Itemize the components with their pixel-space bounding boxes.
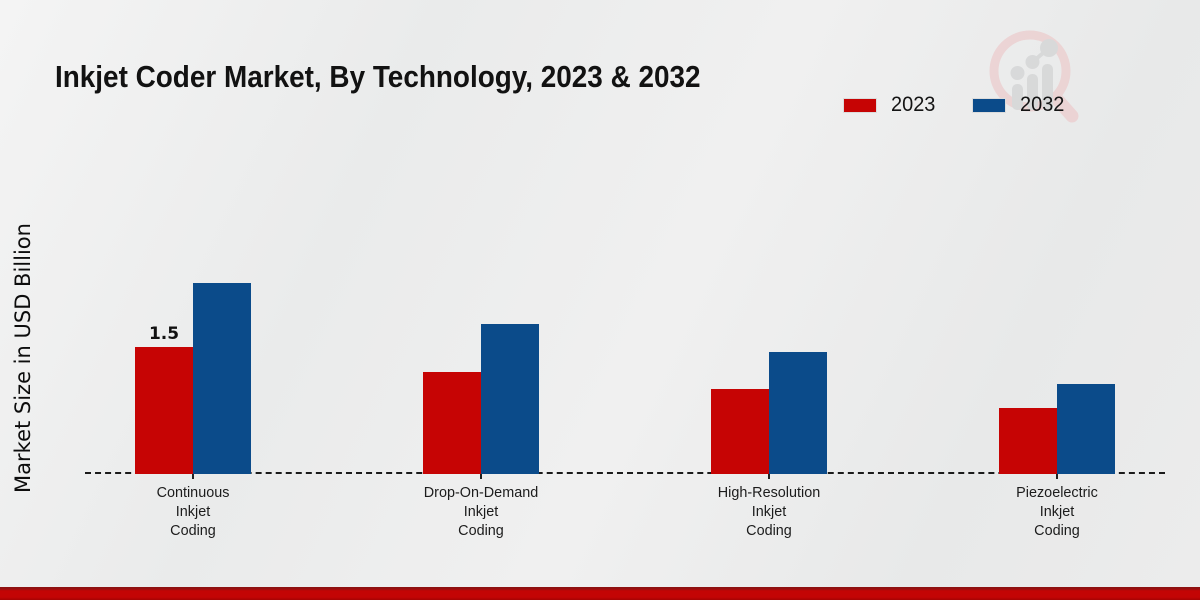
bar-2023 [135,347,193,474]
chart-title: Inkjet Coder Market, By Technology, 2023… [55,58,701,94]
legend-label-2023: 2023 [891,93,936,116]
x-axis-tick [480,474,482,479]
x-axis-tick [192,474,194,479]
legend-item-2023: 2023 [843,93,938,117]
x-axis-category-label: Continuous Inkjet Coding [156,484,230,539]
legend: 2023 2032 [843,93,1066,117]
legend-label-2032: 2032 [1019,93,1065,116]
legend-swatch-2032 [971,97,1006,113]
bar-2032 [193,283,251,474]
legend-swatch-2023 [843,97,877,113]
bar-data-label: 1.5 [148,324,180,344]
x-axis-category-label: Piezoelectric Inkjet Coding [1016,484,1098,539]
bar-2032 [481,324,539,474]
bar-2032 [1057,384,1115,474]
bar-2023 [711,389,769,474]
x-axis-category-label: High-Resolution Inkjet Coding [717,484,821,539]
market-research-logo-watermark [989,30,1079,123]
bar-2023 [999,408,1057,474]
x-axis-tick [768,474,770,479]
bar-2032 [769,352,827,474]
x-axis-baseline [85,472,1165,474]
bar-2023 [423,372,481,474]
footer-red-band [0,587,1200,600]
x-axis-category-label: Drop-On-Demand Inkjet Coding [423,484,539,539]
x-axis-tick [1056,474,1058,479]
legend-item-2032: 2032 [971,93,1067,117]
